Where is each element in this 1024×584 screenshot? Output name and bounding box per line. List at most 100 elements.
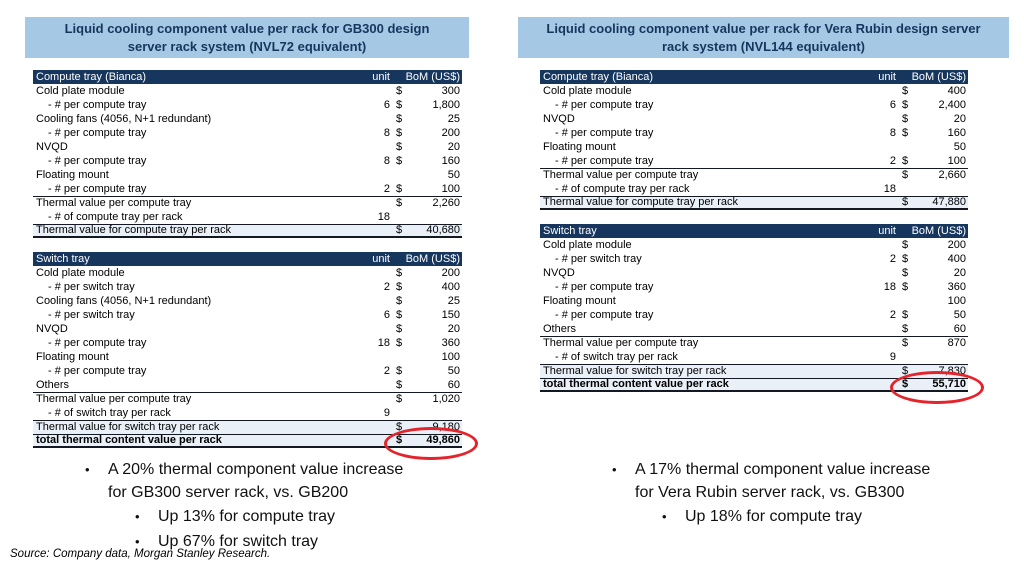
row-label: Floating mount bbox=[543, 140, 616, 153]
currency-cell: $ bbox=[901, 98, 909, 111]
panel-title: Liquid cooling component value per rack … bbox=[518, 17, 1009, 58]
currency-cell: $ bbox=[901, 252, 909, 265]
header-section-label: Compute tray (Bianca) bbox=[36, 70, 147, 83]
row-label: NVQD bbox=[36, 322, 68, 335]
table-row: NVQD $20 bbox=[540, 266, 968, 280]
title-line: Liquid cooling component value per rack … bbox=[546, 20, 981, 36]
bullet-item: • Up 13% for compute tray bbox=[135, 506, 469, 529]
row-label: Cold plate module bbox=[36, 84, 125, 97]
table-header-row: Switch tray unit BoM (US$) bbox=[540, 224, 968, 238]
bullet-item: • A 20% thermal component value increase f… bbox=[85, 459, 469, 504]
table-row: Floating mount 100 bbox=[33, 350, 462, 364]
unit-cell: 8 bbox=[383, 154, 390, 167]
currency-cell: $ bbox=[901, 196, 909, 208]
row-label: NVQD bbox=[543, 112, 575, 125]
table-row: Thermal value for switch tray per rack $9… bbox=[33, 420, 462, 434]
row-label: Floating mount bbox=[543, 294, 616, 307]
unit-cell: 8 bbox=[383, 126, 390, 139]
bullet-item: • A 17% thermal component value increase f… bbox=[612, 459, 1009, 504]
value-cell: 60 bbox=[953, 322, 966, 335]
row-label: total thermal content value per rack bbox=[543, 378, 729, 390]
value-cell: 55,710 bbox=[890, 371, 984, 404]
unit-cell: 2 bbox=[383, 364, 390, 377]
value-cell: 160 bbox=[947, 126, 966, 139]
value-cell: 870 bbox=[947, 337, 966, 349]
row-label: Thermal value per compute tray bbox=[543, 169, 699, 181]
table-row: Thermal value for compute tray per rack $… bbox=[540, 196, 968, 210]
currency-cell: $ bbox=[395, 266, 403, 279]
row-label: Cold plate module bbox=[36, 266, 125, 279]
table-row: - # per compute tray 6 $2,400 bbox=[540, 98, 968, 112]
value-cell: 150 bbox=[441, 308, 460, 321]
table-row: Thermal value for compute tray per rack $… bbox=[33, 224, 462, 238]
row-label: - # per compute tray bbox=[48, 126, 147, 139]
bullet-line: Up 67% for switch tray bbox=[158, 532, 319, 550]
table-row: Cold plate module $200 bbox=[33, 266, 462, 280]
value-cell: 20 bbox=[953, 266, 966, 279]
currency-cell: $ bbox=[901, 378, 909, 390]
currency-cell: $ bbox=[395, 378, 403, 391]
table-row: Others $60 bbox=[540, 322, 968, 336]
header-section-label: Switch tray bbox=[543, 224, 597, 237]
value-cell: 60 bbox=[447, 378, 460, 391]
value-cell: 160 bbox=[441, 154, 460, 167]
table-row: Thermal value per compute tray $870 bbox=[540, 336, 968, 350]
panel-vera-rubin: Liquid cooling component value per rack … bbox=[518, 14, 1009, 525]
bom-table: Compute tray (Bianca) unit BoM (US$) Cold p… bbox=[540, 70, 968, 210]
currency-cell: $ bbox=[901, 84, 909, 97]
row-label: Others bbox=[36, 378, 70, 391]
bullet-marker: • bbox=[135, 509, 140, 524]
bullet-item: • Up 67% for switch tray bbox=[135, 531, 469, 554]
row-label: - # of switch tray per rack bbox=[555, 350, 678, 363]
bullet-marker: • bbox=[612, 462, 617, 477]
bullet-marker: • bbox=[135, 533, 140, 549]
value-cell: 20 bbox=[953, 112, 966, 125]
table-row: Thermal value per compute tray $1,020 bbox=[33, 392, 462, 406]
header-bom: BoM (US$) bbox=[911, 70, 966, 83]
table-row: NVQD $20 bbox=[33, 140, 462, 154]
table-row: NVQD $20 bbox=[33, 322, 462, 336]
panel-title: Liquid cooling component value per rack … bbox=[25, 17, 469, 58]
header-unit: unit bbox=[878, 70, 896, 83]
table-row: - # per compute tray 8 $200 bbox=[33, 126, 462, 140]
row-label: Thermal value for compute tray per rack bbox=[543, 196, 739, 208]
unit-cell: 18 bbox=[377, 210, 390, 223]
table-row: Others $60 bbox=[33, 378, 462, 392]
table-row: total thermal content value per rack $49,… bbox=[33, 427, 478, 460]
currency-cell: $ bbox=[395, 393, 403, 405]
bullet-marker: • bbox=[85, 462, 90, 477]
value-cell: 200 bbox=[441, 266, 460, 279]
row-label: - # of compute tray per rack bbox=[48, 210, 183, 223]
row-label: - # per switch tray bbox=[555, 252, 642, 265]
currency-cell: $ bbox=[395, 421, 403, 433]
currency-cell: $ bbox=[395, 336, 403, 349]
row-label: - # of compute tray per rack bbox=[555, 182, 690, 195]
currency-cell: $ bbox=[901, 112, 909, 125]
bullet-text: Up 67% for switch tray bbox=[158, 531, 318, 554]
value-cell: 400 bbox=[947, 252, 966, 265]
unit-cell: 6 bbox=[383, 98, 390, 111]
value-cell: 100 bbox=[947, 294, 966, 307]
unit-cell: 9 bbox=[383, 406, 390, 419]
bullet-line: A 17% thermal component value increase bbox=[635, 461, 931, 478]
table-row: - # per switch tray 2 $400 bbox=[33, 280, 462, 294]
value-cell: 400 bbox=[441, 280, 460, 293]
header-bom: BoM (US$) bbox=[405, 70, 460, 83]
header-bom: BoM (US$) bbox=[405, 252, 460, 265]
panel-gb300: Liquid cooling component value per rack … bbox=[25, 14, 478, 550]
table-row: - # per compute tray 8 $160 bbox=[540, 126, 968, 140]
header-section-label: Switch tray bbox=[36, 252, 90, 265]
header-unit: unit bbox=[372, 70, 390, 83]
row-label: - # per compute tray bbox=[555, 280, 654, 293]
value-cell: 50 bbox=[953, 140, 966, 153]
currency-cell: $ bbox=[901, 169, 909, 181]
table-row: - # per switch tray 6 $150 bbox=[33, 308, 462, 322]
source-note: Source: Company data, Morgan Stanley Res… bbox=[10, 548, 271, 560]
row-label: - # per switch tray bbox=[48, 280, 135, 293]
bullet-line: A 20% thermal component value increase bbox=[108, 461, 404, 478]
row-label: - # per switch tray bbox=[48, 308, 135, 321]
row-label: Others bbox=[543, 322, 577, 335]
table-row: Cold plate module $300 bbox=[33, 84, 462, 98]
currency-cell: $ bbox=[395, 98, 403, 111]
header-section-label: Compute tray (Bianca) bbox=[543, 70, 654, 83]
